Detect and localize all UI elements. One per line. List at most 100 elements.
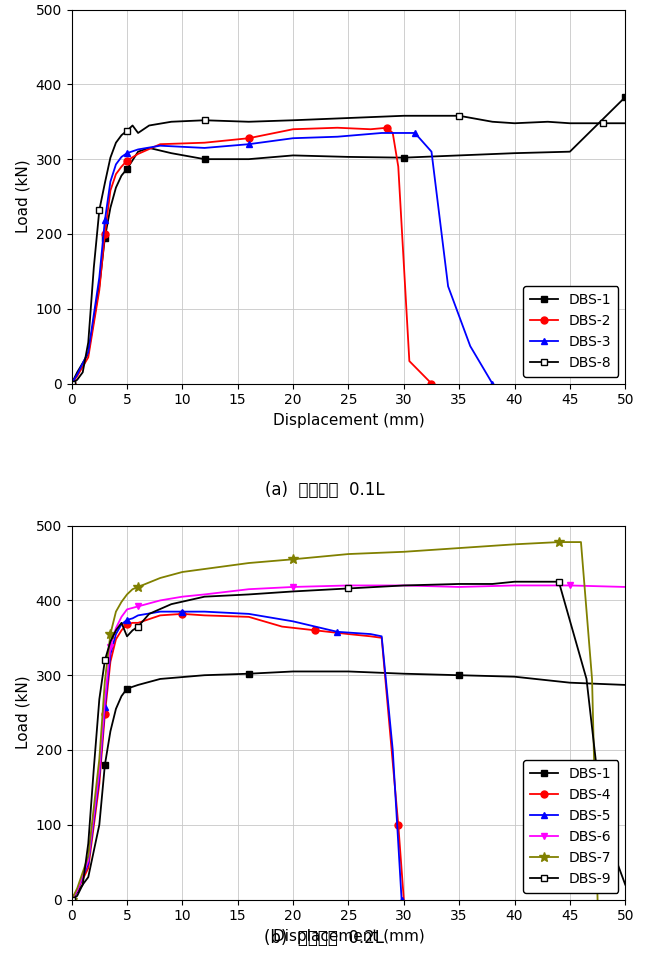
DBS-7	[134, 581, 142, 592]
DBS-6	[112, 622, 120, 634]
DBS-2	[106, 185, 114, 196]
DBS-9	[101, 655, 109, 666]
DBS-1	[84, 347, 92, 359]
DBS-1	[456, 670, 463, 681]
DBS-5	[112, 629, 120, 640]
DBS-2	[395, 161, 402, 172]
DBS-1	[73, 886, 81, 898]
DBS-5	[367, 629, 374, 640]
DBS-3	[101, 214, 109, 226]
DBS-5	[95, 770, 103, 782]
DBS-1	[95, 819, 103, 831]
DBS-2	[245, 132, 252, 144]
DBS-2	[112, 168, 120, 180]
DBS-7	[129, 584, 136, 595]
DBS-3	[411, 127, 419, 139]
DBS-4	[95, 778, 103, 790]
DBS-3	[428, 145, 435, 157]
Line: DBS-5: DBS-5	[68, 608, 405, 903]
DBS-8	[345, 112, 352, 123]
DBS-3	[156, 140, 164, 151]
DBS-5	[67, 894, 75, 905]
DBS-4	[245, 612, 252, 623]
DBS-7	[400, 546, 408, 558]
DBS-6	[117, 612, 125, 623]
DBS-3	[201, 143, 208, 154]
Line: DBS-2: DBS-2	[68, 124, 435, 387]
Line: DBS-4: DBS-4	[68, 611, 408, 903]
DBS-3	[67, 378, 75, 389]
DBS-9	[400, 580, 408, 591]
DBS-1	[621, 91, 629, 102]
Legend: DBS-1, DBS-4, DBS-5, DBS-6, DBS-7, DBS-9: DBS-1, DBS-4, DBS-5, DBS-6, DBS-7, DBS-9	[523, 760, 618, 893]
DBS-5	[201, 606, 208, 617]
Legend: DBS-1, DBS-2, DBS-3, DBS-8: DBS-1, DBS-2, DBS-3, DBS-8	[523, 286, 618, 376]
DBS-4	[134, 617, 142, 629]
DBS-3	[123, 147, 131, 159]
DBS-1	[345, 666, 352, 678]
DBS-4	[67, 894, 75, 905]
DBS-2	[123, 155, 131, 167]
DBS-7	[84, 851, 92, 862]
DBS-6	[134, 601, 142, 612]
DBS-7	[345, 548, 352, 560]
DBS-3	[95, 272, 103, 283]
DBS-3	[134, 144, 142, 155]
DBS-1	[201, 153, 208, 165]
DBS-2	[384, 122, 391, 133]
DBS-1	[400, 152, 408, 164]
DBS-8	[489, 116, 496, 127]
DBS-5	[123, 614, 131, 626]
DBS-1	[245, 668, 252, 679]
Line: DBS-7: DBS-7	[67, 537, 602, 904]
DBS-6	[201, 589, 208, 600]
DBS-9	[95, 694, 103, 705]
DBS-4	[367, 631, 374, 642]
DBS-2	[67, 378, 75, 389]
DBS-7	[95, 753, 103, 765]
DBS-2	[367, 123, 374, 135]
DBS-4	[278, 621, 286, 633]
DBS-9	[167, 598, 175, 610]
Y-axis label: Load (kN): Load (kN)	[15, 160, 30, 234]
DBS-3	[378, 127, 386, 139]
DBS-9	[345, 583, 352, 594]
DBS-2	[134, 148, 142, 160]
DBS-2	[73, 370, 81, 382]
DBS-8	[456, 110, 463, 122]
DBS-3	[245, 139, 252, 150]
DBS-1	[106, 725, 114, 737]
Line: DBS-9: DBS-9	[68, 578, 629, 903]
DBS-9	[117, 617, 125, 629]
DBS-4	[395, 819, 402, 831]
DBS-1	[289, 149, 297, 161]
DBS-4	[312, 625, 319, 636]
DBS-7	[123, 589, 131, 600]
DBS-8	[201, 115, 208, 126]
DBS-7	[594, 894, 602, 905]
DBS-1	[621, 679, 629, 691]
DBS-1	[123, 163, 131, 174]
DBS-6	[178, 590, 186, 602]
DBS-9	[599, 819, 607, 831]
DBS-7	[106, 629, 114, 640]
Line: DBS-6: DBS-6	[68, 582, 629, 903]
DBS-4	[101, 708, 109, 720]
DBS-9	[90, 763, 98, 774]
DBS-2	[201, 137, 208, 148]
Text: (b)  드롤패널  0.2L: (b) 드롤패널 0.2L	[265, 929, 384, 947]
DBS-8	[289, 115, 297, 126]
DBS-2	[117, 161, 125, 172]
DBS-1	[101, 232, 109, 243]
DBS-6	[156, 594, 164, 606]
DBS-6	[84, 855, 92, 866]
DBS-9	[456, 578, 463, 590]
DBS-5	[289, 615, 297, 627]
DBS-1	[134, 145, 142, 157]
DBS-1	[73, 367, 81, 378]
DBS-2	[84, 351, 92, 363]
DBS-3	[334, 131, 341, 143]
DBS-8	[621, 118, 629, 129]
DBS-7	[67, 894, 75, 905]
DBS-4	[400, 894, 408, 905]
